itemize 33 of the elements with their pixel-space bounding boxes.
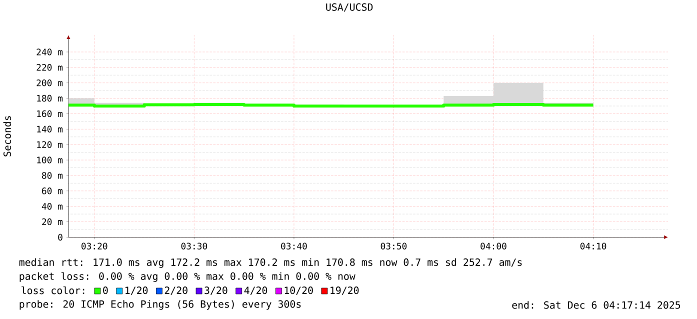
legend-label: 4/20 xyxy=(244,286,268,295)
text: probe: 20 ICMP Echo Pings (56 Bytes) every 300s xyxy=(20,300,301,310)
x-tick-label: 04:00 xyxy=(480,242,506,250)
y-tick-label: 120 m xyxy=(37,141,63,148)
y-tick-label: 160 m xyxy=(37,110,63,118)
y-tick-label: 20 m xyxy=(42,218,63,226)
y-axis-title: Seconds xyxy=(3,116,11,156)
legend-label: 10/20 xyxy=(284,286,313,295)
y-tick-label: 100 m xyxy=(37,156,63,164)
legend-label: 0 xyxy=(103,286,108,294)
y-tick-label: 60 m xyxy=(42,188,63,194)
legend-label: 1/20 xyxy=(126,286,148,295)
text: end: Sat Dec 6 04:17:14 2025 xyxy=(512,301,680,309)
legend-label: 3/20 xyxy=(204,286,228,295)
y-tick-label: 200 m xyxy=(36,80,63,86)
legend-label: 19/20 xyxy=(330,286,359,295)
chart-title: USA/UCSD xyxy=(326,3,373,12)
y-tick-label: 80 m xyxy=(42,172,63,179)
legend-title: loss color: xyxy=(22,286,84,294)
x-tick-label: 03:40 xyxy=(281,242,307,250)
y-tick-label: 40 m xyxy=(42,203,63,210)
y-tick-label: 240 m xyxy=(36,48,63,56)
y-tick-label: 220 m xyxy=(36,64,63,71)
text: median rtt: 171.0 ms avg 172.2 ms max 170.2 ms min 170.8 ms now 0.7 ms sd 252.7 am/s xyxy=(19,258,522,268)
legend-label: 2/20 xyxy=(164,286,188,295)
x-tick-label: 03:30 xyxy=(181,242,208,250)
x-tick-label: 03:20 xyxy=(82,242,108,250)
y-tick-label: 180 m xyxy=(37,94,63,102)
y-tick-label: 0 xyxy=(58,234,62,241)
y-tick-label: 140 m xyxy=(37,126,63,133)
x-tick-label: 04:10 xyxy=(580,242,606,250)
text: packet loss: 0.00 % avg 0.00 % max 0.00 % min 0.00 % now xyxy=(20,272,356,282)
x-tick-label: 03:50 xyxy=(380,242,407,250)
